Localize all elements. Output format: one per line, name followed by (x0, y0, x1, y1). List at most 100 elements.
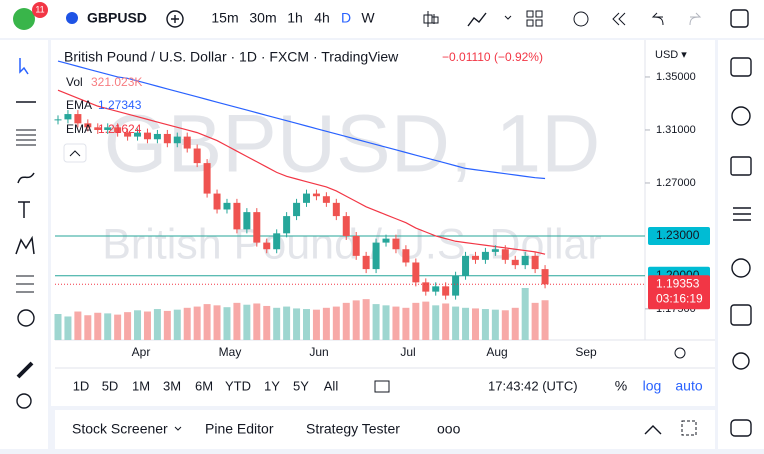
countdown: 03:16:19 (656, 291, 703, 305)
volume-bar (501, 310, 509, 340)
calendar-icon[interactable] (730, 304, 752, 326)
log-toggle[interactable]: log (643, 378, 662, 394)
ema200-line (57, 60, 546, 180)
range-button[interactable]: YTD (225, 378, 251, 393)
cursor-tool[interactable] (19, 58, 29, 75)
screener-dropdown[interactable] (174, 426, 182, 431)
vol-value: 321.023K (91, 75, 142, 89)
fullscreen-icon[interactable] (730, 9, 749, 28)
chart-pane (51, 40, 715, 406)
panel-tab[interactable]: Strategy Tester (306, 421, 400, 437)
legend-change: −0.01110 (−0.92%) (442, 50, 543, 64)
ruler-tool[interactable] (16, 361, 34, 379)
watchlist-icon[interactable] (730, 57, 752, 77)
text-tool[interactable] (18, 201, 30, 218)
alerts-icon[interactable] (731, 106, 751, 126)
volume-bar (312, 309, 320, 340)
layout-icon[interactable] (526, 10, 543, 27)
candle-body (84, 123, 92, 128)
volume-bar (322, 307, 330, 340)
prediction-tool[interactable] (16, 275, 34, 293)
volume-bar (74, 311, 82, 340)
chat-icon[interactable] (730, 419, 752, 437)
brush-tool[interactable] (17, 172, 35, 184)
auto-toggle[interactable]: auto (675, 378, 702, 394)
volume-bar (541, 300, 549, 340)
interval-button[interactable]: D (341, 10, 351, 26)
add-symbol[interactable] (166, 10, 184, 28)
collapse-panel[interactable] (644, 425, 662, 435)
interval-button[interactable]: 30m (249, 10, 276, 26)
panel-tab[interactable]: ooo (437, 421, 461, 437)
percent-toggle[interactable]: % (615, 378, 627, 394)
volume-bar (382, 305, 390, 340)
candle-body (283, 216, 291, 234)
volume-bar (243, 304, 251, 340)
range-button[interactable]: 1D (73, 378, 90, 393)
range-button[interactable]: 6M (195, 378, 213, 393)
goto-date-icon[interactable] (374, 380, 390, 393)
interval-button[interactable]: 4h (314, 10, 330, 26)
avatar[interactable] (13, 8, 35, 30)
volume-bar (223, 307, 231, 340)
undo-icon[interactable] (651, 12, 664, 26)
help-icon[interactable] (732, 352, 750, 370)
volume-bar (511, 307, 519, 340)
candles-icon[interactable] (423, 11, 439, 27)
volume-bar (183, 307, 191, 340)
month-label: Jul (400, 345, 415, 359)
vol-label: Vol (66, 75, 83, 89)
ideas-icon[interactable] (733, 207, 751, 221)
month-label: Apr (132, 345, 151, 359)
flag-icon (66, 12, 78, 24)
range-button[interactable]: 1Y (264, 378, 280, 393)
candle-body (303, 193, 310, 203)
last-price-label: 1.19353 (656, 276, 700, 290)
candle-body (452, 275, 460, 296)
candle-body (293, 202, 301, 217)
emoji-tool[interactable] (17, 309, 35, 327)
range-button[interactable]: 5D (102, 378, 119, 393)
range-button[interactable]: 5Y (293, 378, 309, 393)
range-button[interactable]: 1M (132, 378, 150, 393)
replay-icon[interactable] (612, 12, 626, 26)
volume-bar (531, 302, 539, 340)
news-icon[interactable] (730, 156, 752, 176)
interval-button[interactable]: 15m (211, 10, 238, 26)
volume-bar (422, 301, 430, 340)
pattern-tool[interactable] (15, 235, 35, 255)
level-tag (648, 226, 710, 245)
candle-body (382, 238, 390, 243)
clock: 17:43:42 (UTC) (488, 378, 578, 393)
volume-bar (491, 309, 499, 340)
legend-collapse[interactable] (63, 143, 87, 163)
ema2-value: 1.21624 (98, 122, 142, 136)
range-button[interactable]: 3M (163, 378, 181, 393)
volume-bar (64, 316, 72, 340)
panel-tab[interactable]: Stock Screener (72, 421, 168, 437)
indicators-icon[interactable] (467, 12, 487, 27)
maximize-panel[interactable] (681, 420, 697, 436)
volume-bar (143, 311, 151, 340)
settings-icon[interactable] (674, 347, 686, 359)
volume-bar (173, 309, 181, 340)
candle-body (233, 202, 241, 230)
month-label: Jun (309, 345, 328, 359)
interval-button[interactable]: 1h (287, 10, 303, 26)
candle-body (462, 255, 470, 276)
panel-tab[interactable]: Pine Editor (205, 421, 274, 437)
plus (171, 15, 179, 23)
interval-button[interactable]: W (361, 10, 375, 26)
streams-icon[interactable] (731, 258, 751, 278)
symbol[interactable]: GBPUSD (87, 10, 147, 26)
candle-body (173, 136, 181, 144)
zoom-tool[interactable] (16, 393, 32, 409)
dropdown[interactable] (504, 15, 512, 20)
currency[interactable]: USD ▾ (655, 49, 687, 61)
volume-bar (213, 305, 221, 340)
volume-bar (352, 300, 360, 340)
range-button[interactable]: All (324, 378, 339, 393)
ema1-label: EMA (66, 98, 92, 112)
alert-icon[interactable] (573, 11, 589, 27)
fib-tool[interactable] (16, 129, 36, 146)
